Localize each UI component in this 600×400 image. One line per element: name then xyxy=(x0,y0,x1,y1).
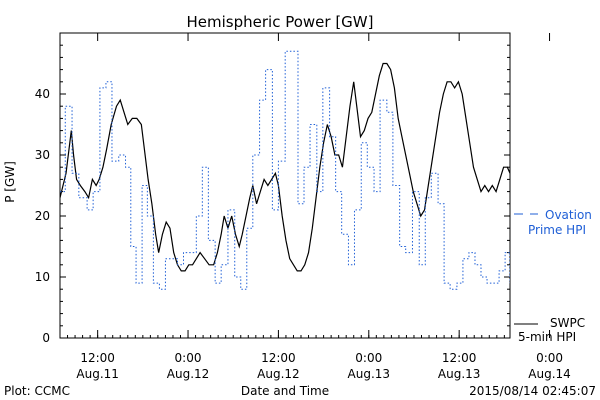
y-tick-label-0: 0 xyxy=(42,331,50,345)
y-tick-label-2: 20 xyxy=(35,209,50,223)
series-ovation-line xyxy=(60,50,510,290)
y-axis-label: P [GW] xyxy=(3,161,17,203)
legend-ovation-line2: Prime HPI xyxy=(528,223,586,237)
legend-ovation-line1: Ovation xyxy=(545,208,592,222)
series-swpc-line xyxy=(60,62,510,272)
chart-title: Hemispheric Power [GW] xyxy=(187,13,374,31)
x-tick-label-time-1: 0:00 xyxy=(175,351,202,365)
x-tick-label-date-2: Aug.12 xyxy=(257,367,300,381)
x-tick-label-date-1: Aug.12 xyxy=(167,367,210,381)
y-tick-label-4: 40 xyxy=(35,87,50,101)
x-tick-label-time-3: 0:00 xyxy=(355,351,382,365)
legend-swpc-line1: SWPC xyxy=(550,316,585,330)
x-axis: 12:00 Aug.11 0:00 Aug.12 12:00 Aug.12 0:00 Aug.… xyxy=(59,33,571,381)
footer-credit: Plot: CCMC xyxy=(4,384,70,398)
footer-timestamp: 2015/08/14 02:45:07 xyxy=(469,384,596,398)
plot-area xyxy=(60,50,510,290)
y-axis: 0 10 20 30 40 xyxy=(35,44,510,345)
x-tick-label-date-5: Aug.14 xyxy=(528,367,571,381)
x-tick-label-date-0: Aug.11 xyxy=(76,367,119,381)
plot-frame xyxy=(59,32,511,339)
legend-swpc-line2: 5-min HPI xyxy=(518,330,576,344)
x-tick-label-date-4: Aug.13 xyxy=(438,367,481,381)
x-tick-label-date-3: Aug.13 xyxy=(348,367,391,381)
y-tick-label-3: 30 xyxy=(35,148,50,162)
x-axis-label: Date and Time xyxy=(241,384,329,398)
x-tick-label-time-0: 12:00 xyxy=(80,351,115,365)
x-tick-label-time-4: 12:00 xyxy=(442,351,477,365)
y-tick-label-1: 10 xyxy=(35,270,50,284)
x-tick-label-time-5: 0:00 xyxy=(536,351,563,365)
x-tick-label-time-2: 12:00 xyxy=(261,351,296,365)
legend: Ovation Prime HPI SWPC 5-min HPI xyxy=(514,208,592,344)
